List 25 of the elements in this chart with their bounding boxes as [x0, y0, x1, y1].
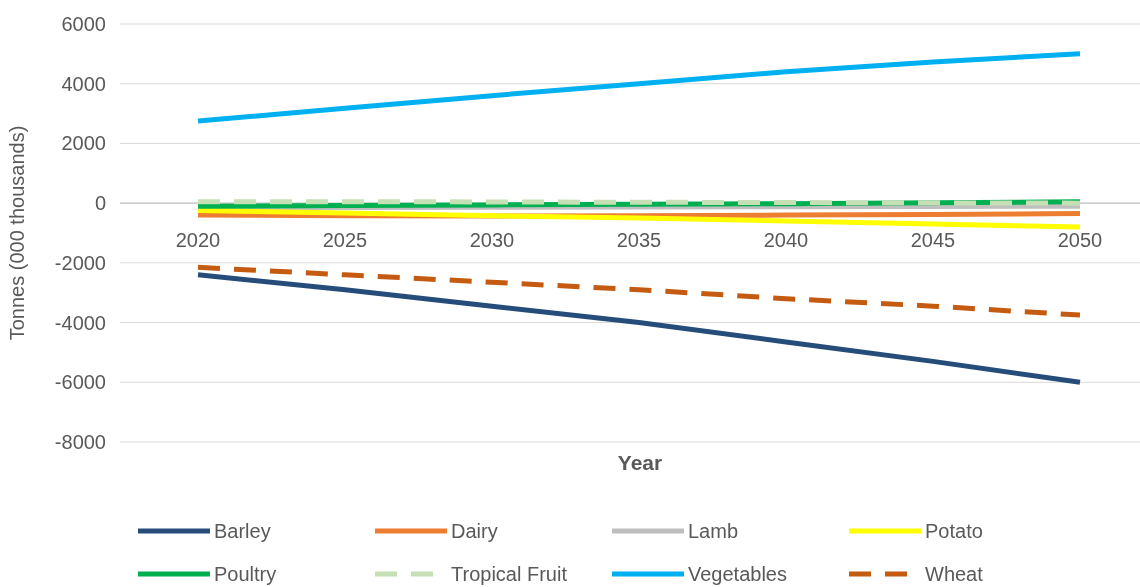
legend-label: Barley: [214, 520, 271, 542]
y-tick-label: 0: [94, 192, 106, 215]
legend-label: Tropical Fruit: [451, 563, 568, 585]
x-tick-label: 2035: [616, 229, 662, 252]
y-tick-label: 2000: [61, 132, 106, 155]
y-axis-title: Tonnes (000 thousands): [6, 125, 28, 341]
x-tick-label: 2040: [763, 229, 809, 252]
legend-label: Lamb: [688, 520, 739, 542]
y-tick-label: -8000: [54, 431, 106, 453]
y-tick-label: -2000: [54, 251, 106, 274]
x-tick-label: 2020: [175, 229, 221, 252]
legend-label: Potato: [925, 520, 983, 542]
x-axis-title: Year: [617, 451, 663, 474]
y-tick-label: -4000: [54, 311, 106, 334]
legend-label: Vegetables: [688, 563, 787, 585]
y-tick-label: -6000: [54, 371, 106, 394]
x-tick-label: 2025: [322, 229, 368, 252]
legend-label: Wheat: [925, 563, 984, 585]
x-tick-label: 2045: [910, 229, 956, 252]
legend-label: Poultry: [214, 563, 277, 585]
x-tick-label: 2030: [469, 229, 515, 252]
y-tick-label: 4000: [61, 72, 106, 95]
x-tick-label: 2050: [1057, 229, 1103, 252]
y-tick-label: 6000: [61, 13, 106, 35]
legend-label: Dairy: [451, 520, 498, 542]
